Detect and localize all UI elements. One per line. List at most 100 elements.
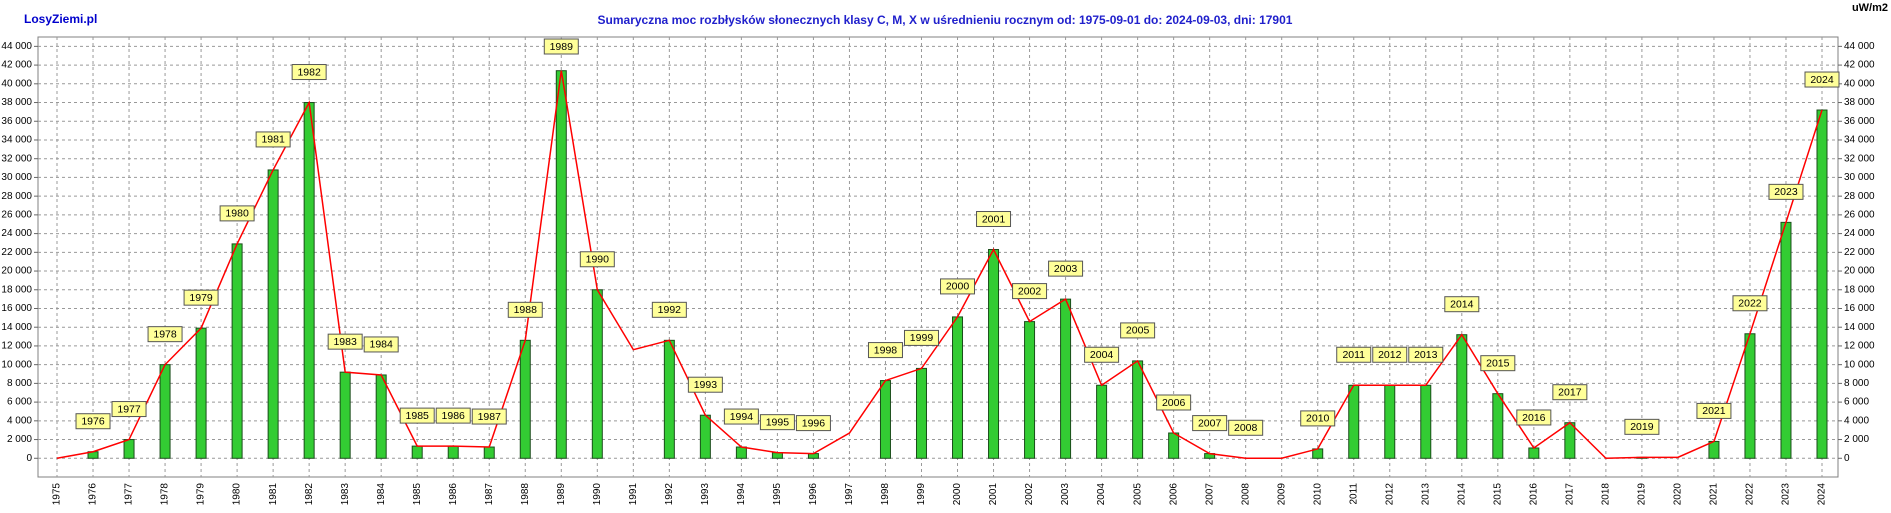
year-label-box [1480,355,1516,372]
y-tick-label: 28 000 [1,191,32,202]
year-label: 1995 [766,416,790,428]
y2-tick-label: 30 000 [1844,172,1875,183]
y2-tick-label: 10 000 [1844,359,1875,370]
year-label: 2022 [1738,298,1762,310]
bar [1096,384,1108,459]
bar [1168,432,1180,459]
x-tick-label: 2022 [1745,483,1756,506]
y2-tick-label: 40 000 [1844,78,1875,89]
x-tick-label: 1981 [268,483,279,506]
bar [879,380,891,459]
x-tick-label: 1995 [772,483,783,506]
x-tick-label: 1989 [556,483,567,506]
year-label-box [759,414,795,431]
x-tick-label: 1997 [844,483,855,506]
year-label: 2003 [1054,263,1078,275]
y2-tick-label: 36 000 [1844,116,1875,127]
year-label-box [1804,71,1840,88]
year-label-box [1228,419,1264,436]
x-tick-label: 2020 [1673,483,1684,506]
y2-tick-label: 32 000 [1844,153,1875,164]
y2-tick-label: 34 000 [1844,135,1875,146]
year-label-box [1444,296,1480,313]
y-tick-label: 4 000 [7,415,32,426]
year-label-box [255,131,291,148]
bar [1060,298,1072,459]
year-label-box [327,333,363,350]
bar [1564,422,1576,459]
brand: LosyZiemi.pl [24,12,97,26]
x-tick-label: 1984 [376,483,387,506]
x-tick-label: 2015 [1492,483,1503,506]
y-tick-label: 6 000 [7,397,32,408]
year-label: 2023 [1774,186,1798,198]
x-tick-label: 1978 [160,483,171,506]
year-label-box [1156,394,1192,411]
year-label: 1990 [586,254,610,266]
year-label: 2006 [1162,397,1186,409]
x-tick-label: 2024 [1817,483,1828,506]
bar [1456,334,1468,459]
y2-tick-label: 6 000 [1844,397,1869,408]
year-label-box [1516,409,1552,426]
y2-tick-label: 44 000 [1844,41,1875,52]
year-label: 1999 [910,332,934,344]
y2-tick-label: 12 000 [1844,341,1875,352]
year-label: 1983 [333,336,357,348]
x-tick-label: 1996 [808,483,819,506]
bar [519,339,531,459]
year-label-box [1768,183,1804,200]
bar [1744,333,1756,459]
year-label: 2011 [1342,349,1365,361]
bar [771,452,783,459]
year-label-box [903,329,939,346]
x-tick-label: 2011 [1348,483,1359,505]
y2-tick-label: 4 000 [1844,415,1869,426]
x-tick-label: 1993 [700,483,711,506]
bar [988,249,1000,459]
y2-tick-label: 42 000 [1844,60,1875,71]
bar [1132,360,1144,459]
bar [663,339,675,459]
bar [1024,321,1036,459]
year-label-box [1120,322,1156,339]
year-label: 2019 [1630,421,1654,433]
year-label: 1998 [874,344,898,356]
x-tick-label: 1976 [88,483,99,506]
bar [375,374,387,459]
x-tick-label: 2004 [1096,483,1107,506]
year-label: 1988 [514,304,538,316]
bar [267,169,279,459]
bar [915,367,927,459]
y2-tick-label: 2 000 [1844,434,1869,445]
year-label: 1976 [81,416,105,428]
year-label: 1993 [694,379,718,391]
year-label: 2015 [1486,357,1510,369]
year-label-box [1336,346,1372,363]
year-label-box [940,278,976,295]
x-tick-label: 1988 [520,483,531,506]
y2-tick-label: 22 000 [1844,247,1875,258]
year-label: 1982 [297,66,321,78]
bar [1348,384,1360,459]
year-label-box [1696,402,1732,419]
year-label-box [1624,418,1660,435]
y2-tick-label: 28 000 [1844,191,1875,202]
year-label: 2001 [982,213,1006,225]
bar [447,445,459,459]
bar [1708,440,1720,459]
y2-tick-label: 24 000 [1844,228,1875,239]
year-label: 2017 [1558,386,1582,398]
y-axis-label: uW/m2 [1852,2,1888,14]
x-tick-label: 2001 [988,483,999,506]
x-tick-label: 2018 [1601,483,1612,506]
year-label-box [1300,410,1336,427]
y2-tick-label: 26 000 [1844,210,1875,221]
bar [123,439,135,459]
y-tick-label: 36 000 [1,116,32,127]
y-tick-label: 38 000 [1,97,32,108]
y-tick-label: 16 000 [1,303,32,314]
year-label: 2010 [1306,413,1330,425]
bar [1384,384,1396,459]
line [56,70,1823,460]
